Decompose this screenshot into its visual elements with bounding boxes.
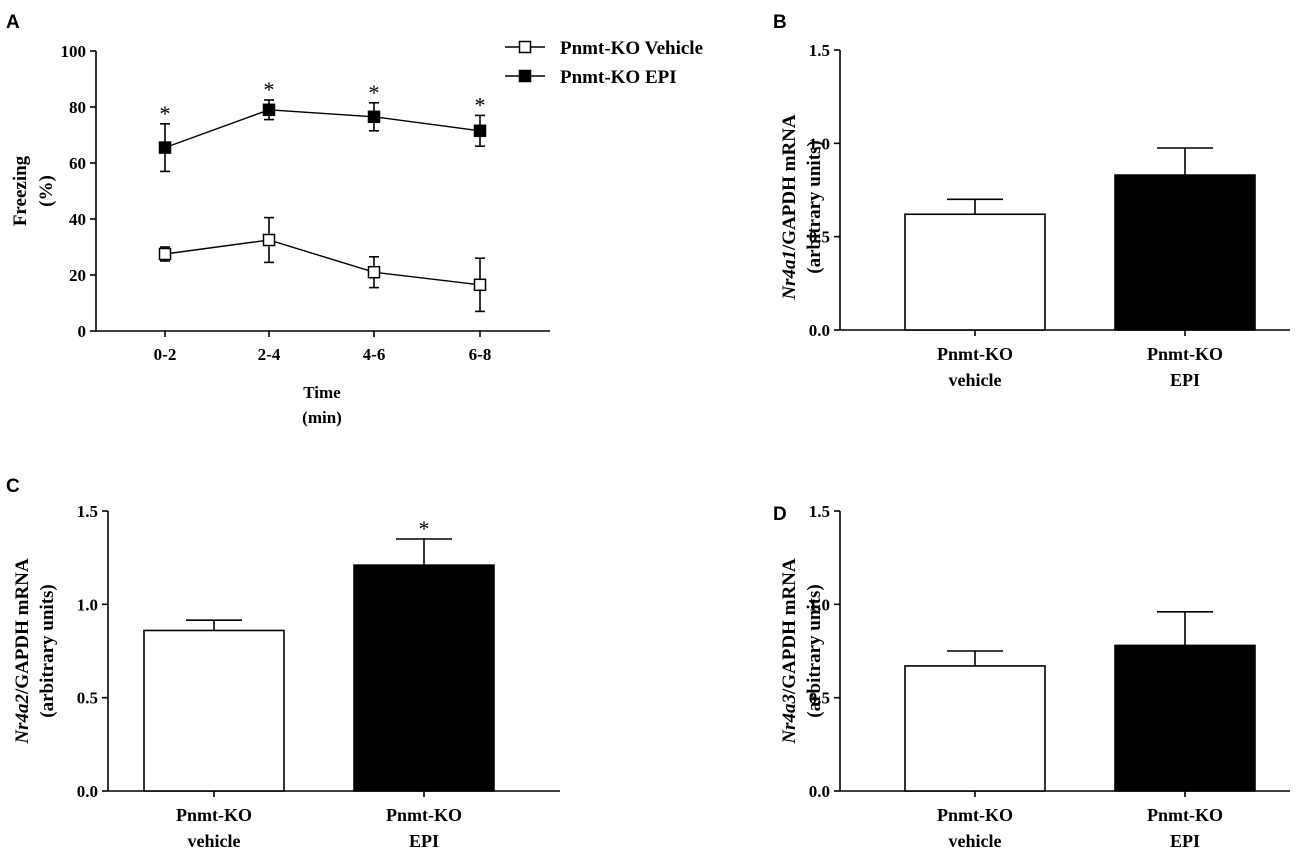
- y-axis-title-suffix: /GAPDH mRNA: [779, 558, 800, 695]
- y-axis-title-line2: (arbitrary units): [37, 584, 58, 718]
- bar: [353, 564, 495, 792]
- x-category-label-line2: EPI: [409, 831, 439, 851]
- y-tick-label: 1.5: [77, 502, 98, 521]
- y-tick-label: 20: [69, 266, 86, 285]
- data-point: [262, 233, 276, 247]
- y-tick-label: 1.5: [809, 41, 830, 60]
- x-category-label-line1: Pnmt-KO: [176, 805, 252, 825]
- significance-marker: *: [160, 101, 171, 126]
- data-point: [473, 124, 487, 138]
- panel-letter: B: [773, 12, 787, 33]
- panel-d-bar-chart: D 0.0 0.5 1.0 1.5 Pnmt-KO vehicle Pnmt-KO EPI Nr4…: [773, 502, 1290, 851]
- data-point: [367, 110, 381, 124]
- bar: [1114, 174, 1256, 331]
- x-tick-label: 4-6: [363, 345, 386, 364]
- x-tick-label: 2-4: [258, 345, 281, 364]
- y-tick-label: 0.5: [809, 228, 830, 247]
- significance-marker: *: [419, 516, 430, 541]
- significance-marker: *: [369, 80, 380, 105]
- x-category-label-line1: Pnmt-KO: [1147, 344, 1223, 364]
- x-category-label-line2: EPI: [1170, 370, 1200, 390]
- y-tick-label: 1.5: [809, 502, 830, 521]
- series-line: [164, 109, 481, 149]
- y-tick-label: 80: [69, 98, 86, 117]
- x-tick-label: 0-2: [154, 345, 177, 364]
- y-axis-title-line2: (arbitrary units): [804, 140, 825, 274]
- y-axis-gene-name: Nr4a3: [779, 694, 800, 745]
- panel-c-bar-chart: C 0.0 0.5 1.0 1.5 Pnmt-KO vehicle Pnmt-KO EPI * Nr…: [6, 476, 560, 851]
- significance-marker: *: [264, 77, 275, 102]
- data-point: [158, 141, 172, 154]
- y-tick-label: 0.0: [77, 782, 98, 801]
- y-axis-title-suffix: /GAPDH mRNA: [779, 114, 800, 251]
- y-axis-title-suffix: /GAPDH mRNA: [12, 558, 33, 695]
- x-category-label-line1: Pnmt-KO: [937, 805, 1013, 825]
- legend-marker: [518, 40, 532, 54]
- x-category-label-line1: Pnmt-KO: [937, 344, 1013, 364]
- y-tick-label: 100: [61, 42, 87, 61]
- y-axis-title-line1: Nr4a3/GAPDH mRNA: [779, 558, 800, 745]
- x-category-label-line2: vehicle: [949, 370, 1002, 390]
- y-axis-title-line2: (arbitrary units): [804, 584, 825, 718]
- panel-b-bar-chart: B 0.0 0.5 1.0 1.5 Pnmt-KO vehicle Pnmt-KO EPI Nr4…: [773, 12, 1290, 390]
- x-category-label-line2: vehicle: [188, 831, 241, 851]
- data-point: [473, 278, 487, 292]
- x-axis-title-line1: Time: [303, 383, 341, 402]
- y-tick-label: 0.5: [809, 689, 830, 708]
- bar: [904, 665, 1046, 792]
- y-tick-label: 1.0: [77, 595, 98, 614]
- panel-a-line-chart: A 0 20 40 60 80 100 0-2 2-4 4-6 6-8 Time (min) Freezi…: [6, 12, 703, 427]
- x-category-label-line2: vehicle: [949, 831, 1002, 851]
- y-axis-title-line1: Nr4a2/GAPDH mRNA: [12, 558, 33, 745]
- legend-label: Pnmt-KO Vehicle: [560, 38, 703, 59]
- x-tick-label: 6-8: [469, 345, 492, 364]
- legend-label: Pnmt-KO EPI: [560, 67, 677, 88]
- panel-letter-a: A: [6, 12, 20, 33]
- y-axis-gene-name: Nr4a1: [779, 250, 800, 301]
- series-line: [164, 239, 481, 286]
- y-tick-label: 1.0: [809, 595, 830, 614]
- legend-marker: [518, 69, 532, 83]
- data-point: [158, 247, 172, 261]
- y-axis-title-line2: (%): [36, 175, 57, 207]
- panel-letter: D: [773, 504, 787, 525]
- y-tick-label: 0.0: [809, 782, 830, 801]
- y-axis-gene-name: Nr4a2: [12, 694, 33, 745]
- panel-letter: C: [6, 476, 20, 497]
- x-category-label-line2: EPI: [1170, 831, 1200, 851]
- x-category-label-line1: Pnmt-KO: [1147, 805, 1223, 825]
- data-point: [262, 103, 276, 117]
- bar: [1114, 644, 1256, 792]
- y-tick-label: 0.0: [809, 321, 830, 340]
- bar: [143, 629, 285, 792]
- x-category-label-line1: Pnmt-KO: [386, 805, 462, 825]
- significance-marker: *: [475, 92, 486, 117]
- y-tick-label: 1.0: [809, 134, 830, 153]
- x-axis-title-line2: (min): [302, 408, 342, 427]
- y-tick-label: 0.5: [77, 689, 98, 708]
- y-axis-title-line1: Freezing: [10, 155, 31, 226]
- y-axis-title-line1: Nr4a1/GAPDH mRNA: [779, 114, 800, 301]
- y-tick-label: 60: [69, 154, 86, 173]
- y-tick-label: 40: [69, 210, 86, 229]
- bar: [904, 213, 1046, 331]
- y-tick-label: 0: [78, 322, 87, 341]
- data-point: [367, 265, 381, 279]
